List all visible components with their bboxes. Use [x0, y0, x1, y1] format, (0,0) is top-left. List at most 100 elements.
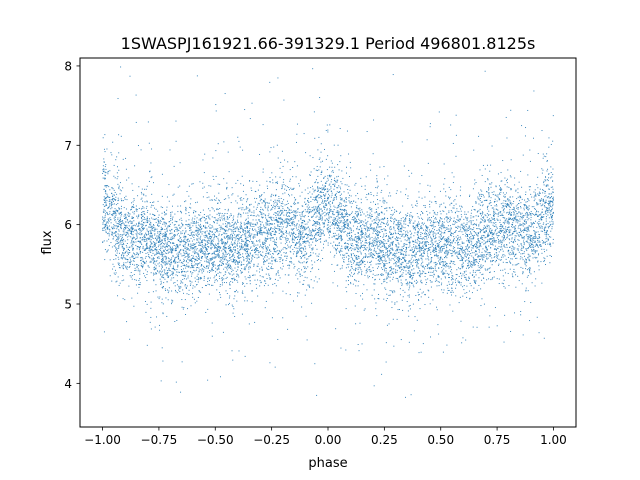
data-point: [117, 222, 119, 224]
data-point: [431, 238, 433, 240]
data-point: [138, 186, 140, 188]
data-point: [486, 226, 488, 228]
data-point: [420, 279, 422, 281]
data-point: [358, 263, 360, 265]
data-point: [474, 282, 476, 284]
data-point: [384, 229, 386, 231]
data-point: [161, 255, 163, 257]
data-point: [316, 206, 318, 208]
data-point: [445, 195, 447, 197]
data-point: [162, 262, 164, 264]
data-point: [122, 267, 124, 269]
data-point: [416, 233, 418, 235]
data-point: [291, 262, 293, 264]
data-point: [303, 283, 305, 285]
data-point: [166, 289, 168, 291]
data-point: [200, 244, 202, 246]
data-point: [265, 224, 267, 226]
data-point: [501, 188, 503, 190]
data-point: [485, 200, 487, 202]
data-point: [315, 199, 317, 201]
data-point: [536, 226, 538, 228]
data-point: [169, 270, 171, 272]
data-point: [552, 168, 554, 170]
data-point: [162, 303, 164, 305]
data-point: [521, 198, 523, 200]
data-point: [510, 240, 512, 242]
data-point: [248, 220, 249, 222]
data-point: [163, 246, 165, 248]
data-point: [115, 221, 117, 223]
data-point: [167, 299, 169, 301]
data-point: [198, 270, 200, 272]
data-point: [285, 220, 287, 222]
data-point: [299, 233, 301, 235]
data-point: [229, 287, 231, 289]
data-point: [536, 202, 538, 204]
data-point: [268, 230, 270, 232]
data-point: [437, 245, 439, 247]
data-point: [249, 235, 251, 237]
data-point: [271, 259, 273, 261]
data-point: [328, 201, 330, 203]
data-point: [505, 232, 507, 234]
data-point: [333, 219, 335, 221]
data-point: [190, 237, 192, 239]
data-point: [552, 197, 554, 199]
data-point: [153, 280, 155, 282]
data-point: [247, 252, 249, 254]
data-point: [286, 237, 288, 239]
data-point: [337, 210, 339, 212]
data-point: [520, 206, 522, 208]
data-point: [357, 255, 359, 257]
data-point: [345, 215, 347, 217]
data-point: [242, 212, 244, 214]
data-point: [270, 196, 272, 198]
data-point: [134, 270, 136, 271]
data-point: [411, 265, 413, 267]
data-point: [347, 219, 349, 221]
data-point: [260, 198, 262, 200]
data-point: [162, 260, 164, 262]
data-point: [190, 229, 192, 231]
data-point: [153, 214, 155, 216]
data-point: [164, 255, 166, 257]
data-point: [276, 221, 278, 223]
data-point: [193, 211, 195, 213]
data-point: [141, 266, 143, 268]
data-point: [356, 263, 358, 265]
data-point: [265, 282, 267, 284]
data-point: [546, 249, 548, 251]
data-point: [230, 236, 232, 238]
data-point: [449, 221, 451, 223]
data-point: [295, 203, 297, 205]
data-point: [179, 219, 181, 221]
data-point: [499, 193, 501, 195]
data-point: [215, 110, 217, 112]
data-point: [538, 332, 540, 334]
data-point: [324, 148, 325, 150]
data-point: [486, 257, 488, 259]
data-point: [337, 164, 339, 166]
data-point: [196, 242, 198, 244]
data-point: [146, 242, 148, 244]
data-point: [371, 216, 373, 217]
data-point: [237, 263, 239, 265]
data-point: [304, 271, 306, 273]
data-point: [509, 202, 511, 204]
data-point: [380, 273, 382, 275]
data-point: [430, 253, 432, 255]
data-point: [270, 257, 272, 259]
data-point: [152, 272, 154, 274]
data-point: [159, 253, 161, 255]
data-point: [476, 289, 478, 291]
data-point: [443, 289, 445, 291]
data-point: [433, 236, 435, 238]
data-point: [315, 229, 317, 231]
data-point: [363, 244, 365, 246]
data-point: [283, 214, 285, 216]
data-point: [407, 310, 409, 312]
data-point: [425, 224, 427, 226]
data-point: [443, 247, 445, 249]
data-point: [228, 250, 230, 252]
